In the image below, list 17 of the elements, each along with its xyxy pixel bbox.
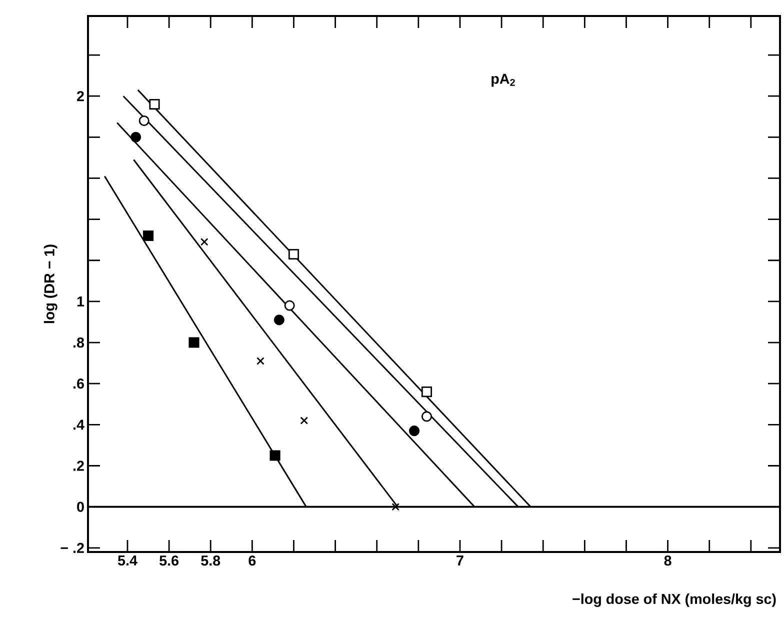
y-tick-label: − .2 — [60, 542, 84, 553]
x-tick-label: 7 — [456, 556, 464, 566]
y-tick-label: .4 — [73, 420, 84, 430]
x-tick-label: 8 — [664, 556, 672, 566]
y-axis-title: log (DR − 1) — [44, 244, 58, 324]
x-tick-label: 5.6 — [160, 556, 178, 566]
x-tick-label: 5.4 — [118, 556, 138, 566]
y-tick-label: 1 — [77, 296, 84, 306]
y-tick-label: 0 — [77, 502, 84, 512]
x-tick-label: 5.8 — [201, 556, 220, 566]
annotation: pA$_{2}$ — [492, 74, 515, 87]
y-tick-label: .2 — [73, 460, 84, 471]
x-tick-label: 6 — [248, 556, 256, 566]
y-tick-label: .6 — [73, 378, 84, 389]
y-tick-label: .8 — [73, 337, 84, 348]
x-axis-title: −log dose of NX (moles/kg sc) — [572, 594, 776, 607]
y-tick-label: 2 — [77, 91, 84, 102]
